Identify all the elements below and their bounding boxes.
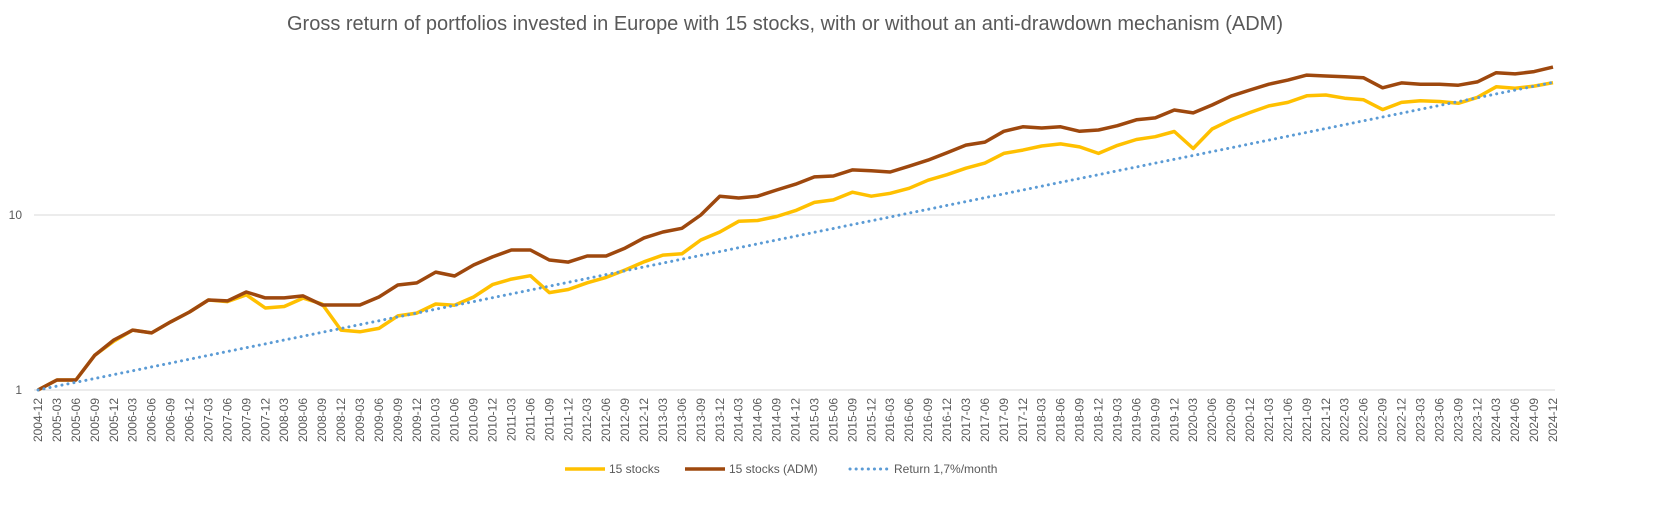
x-tick-label: 2018-06: [1054, 398, 1068, 442]
x-tick-label: 2007-12: [258, 398, 272, 442]
x-tick-label: 2012-09: [618, 398, 632, 442]
x-tick-label: 2018-09: [1073, 398, 1087, 442]
x-tick-label: 2015-09: [845, 398, 859, 442]
x-tick-label: 2018-12: [1092, 398, 1106, 442]
legend-label: Return 1,7%/month: [894, 462, 997, 476]
legend-label: 15 stocks: [609, 462, 660, 476]
series-line: [37, 80, 1554, 392]
x-tick-label: 2019-09: [1148, 398, 1162, 442]
x-tick-label: 2006-06: [145, 398, 159, 442]
x-tick-label: 2013-03: [656, 398, 670, 442]
x-tick-label: 2023-12: [1470, 398, 1484, 442]
x-tick-label: 2014-09: [770, 398, 784, 442]
x-tick-label: 2008-06: [296, 398, 310, 442]
x-tick-label: 2023-03: [1413, 398, 1427, 442]
x-tick-label: 2013-12: [713, 398, 727, 442]
x-tick-label: 2021-09: [1300, 398, 1314, 442]
x-tick-label: 2014-06: [751, 398, 765, 442]
legend-label: 15 stocks (ADM): [729, 462, 818, 476]
series-line: [36, 80, 1555, 392]
series-line: [37, 65, 1554, 392]
x-tick-label: 2006-12: [183, 398, 197, 442]
x-tick-label: 2012-06: [599, 398, 613, 442]
x-tick-label: 2013-06: [675, 398, 689, 442]
x-tick-label: 2008-12: [334, 398, 348, 442]
x-tick-label: 2016-12: [940, 398, 954, 442]
x-tick-label: 2024-06: [1508, 398, 1522, 442]
x-tick-label: 2024-12: [1546, 398, 1560, 442]
x-tick-label: 2004-12: [31, 398, 45, 442]
x-tick-label: 2022-09: [1376, 398, 1390, 442]
x-tick-label: 2021-03: [1262, 398, 1276, 442]
x-tick-label: 2022-06: [1357, 398, 1371, 442]
x-tick-label: 2005-09: [88, 398, 102, 442]
x-tick-label: 2007-03: [201, 398, 215, 442]
x-tick-label: 2018-03: [1035, 398, 1049, 442]
x-tick-label: 2017-09: [997, 398, 1011, 442]
x-tick-label: 2011-12: [561, 398, 575, 441]
x-tick-label: 2017-03: [959, 398, 973, 442]
x-tick-label: 2008-09: [315, 398, 329, 442]
x-tick-label: 2007-09: [239, 398, 253, 442]
x-tick-label: 2019-12: [1167, 398, 1181, 442]
x-tick-label: 2021-06: [1281, 398, 1295, 442]
x-tick-label: 2019-06: [1129, 398, 1143, 442]
x-tick-label: 2021-12: [1319, 398, 1333, 442]
y-tick-label: 10: [9, 208, 23, 222]
x-tick-label: 2017-12: [1016, 398, 1030, 442]
x-tick-label: 2020-03: [1186, 398, 1200, 442]
x-tick-label: 2009-06: [372, 398, 386, 442]
x-tick-label: 2010-09: [467, 398, 481, 442]
x-tick-label: 2017-06: [978, 398, 992, 442]
chart-title: Gross return of portfolios invested in E…: [287, 13, 1283, 35]
x-tick-label: 2014-03: [732, 398, 746, 442]
x-tick-label: 2022-03: [1338, 398, 1352, 442]
x-tick-label: 2020-09: [1224, 398, 1238, 442]
x-tick-label: 2005-03: [50, 398, 64, 442]
x-tick-label: 2013-09: [694, 398, 708, 442]
x-tick-label: 2024-03: [1489, 398, 1503, 442]
x-tick-label: 2012-03: [580, 398, 594, 442]
x-tick-label: 2015-06: [826, 398, 840, 442]
x-tick-label: 2023-06: [1432, 398, 1446, 442]
x-tick-label: 2011-03: [504, 398, 518, 441]
x-tick-label: 2012-12: [637, 398, 651, 442]
x-tick-label: 2010-03: [429, 398, 443, 442]
x-tick-label: 2006-09: [164, 398, 178, 442]
x-tick-label: 2015-03: [807, 398, 821, 442]
x-tick-label: 2009-03: [353, 398, 367, 442]
x-tick-label: 2009-09: [391, 398, 405, 442]
x-tick-label: 2010-12: [486, 398, 500, 442]
x-tick-label: 2011-09: [542, 398, 556, 441]
x-tick-label: 2023-09: [1451, 398, 1465, 442]
x-tick-label: 2005-12: [107, 398, 121, 442]
x-tick-label: 2005-06: [69, 398, 83, 442]
y-tick-label: 1: [15, 383, 22, 397]
x-tick-label: 2024-09: [1527, 398, 1541, 442]
x-tick-label: 2020-12: [1243, 398, 1257, 442]
x-tick-label: 2010-06: [448, 398, 462, 442]
x-tick-label: 2006-03: [126, 398, 140, 442]
x-tick-label: 2019-03: [1110, 398, 1124, 442]
x-tick-label: 2009-12: [410, 398, 424, 442]
x-tick-label: 2008-03: [277, 398, 291, 442]
x-tick-label: 2020-06: [1205, 398, 1219, 442]
x-tick-label: 2016-03: [883, 398, 897, 442]
x-tick-label: 2016-06: [902, 398, 916, 442]
x-tick-label: 2015-12: [864, 398, 878, 442]
x-tick-label: 2016-09: [921, 398, 935, 442]
x-tick-label: 2014-12: [789, 398, 803, 442]
x-tick-label: 2007-06: [220, 398, 234, 442]
x-tick-label: 2022-12: [1395, 398, 1409, 442]
x-tick-label: 2011-06: [523, 398, 537, 441]
